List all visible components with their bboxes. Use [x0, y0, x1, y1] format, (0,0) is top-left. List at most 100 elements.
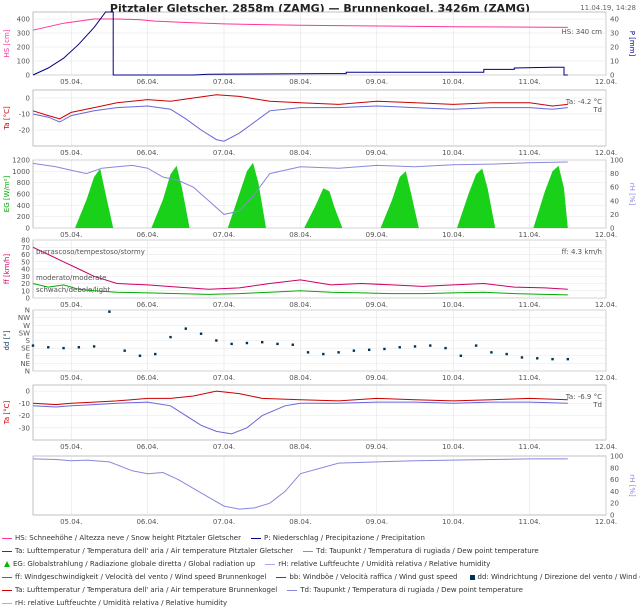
legend-row: HS: Schneehöhe / Altezza neve / Snow hei…: [2, 534, 435, 542]
y-right-tick-label: 20: [610, 500, 619, 508]
y-tick-label: -10: [19, 111, 30, 119]
x-tick-label: 05.04.: [60, 443, 82, 451]
legend-text: Ta: Lufttemperatur / Temperatura dell' a…: [15, 586, 278, 594]
y-axis-label: EG [W/m²]: [3, 176, 11, 213]
wind-direction-point: [444, 346, 447, 350]
wind-direction-point: [291, 343, 294, 346]
wind-direction-point: [306, 351, 310, 354]
legend-text: Td: Taupunkt / Temperatura di rugiada / …: [300, 586, 523, 594]
legend-line-swatch: [2, 576, 12, 578]
y-tick-label: -20: [19, 412, 30, 420]
x-tick-label: 06.04.: [136, 231, 158, 239]
series-line-HS: [32, 18, 568, 31]
legend-item: Ta: Lufttemperatur / Temperatura dell' a…: [2, 586, 277, 594]
y-tick-label: NE: [20, 360, 30, 368]
x-tick-label: 12.04.: [595, 374, 617, 382]
y-tick-label: 400: [17, 16, 30, 24]
x-tick-label: 06.04.: [136, 78, 158, 86]
y-tick-label: 0: [26, 72, 30, 80]
x-tick-label: 12.04.: [595, 518, 617, 526]
x-tick-label: 08.04.: [289, 374, 311, 382]
legend-row: Ta: Lufttemperatur / Temperatura dell' a…: [2, 547, 549, 555]
wind-direction-point: [490, 351, 493, 354]
wind-direction-point: [230, 342, 233, 346]
wind-direction-point: [199, 332, 203, 335]
wind-scale-annotation: burrascoso/tempestoso/stormy: [36, 248, 145, 256]
legend-square-swatch: [469, 574, 475, 580]
x-tick-label: 11.04.: [518, 518, 540, 526]
legend-item: ff: Windgeschwindigkeit / Velocità del v…: [2, 573, 266, 581]
legend-text: Ta: Lufttemperatur / Temperatura dell' a…: [15, 547, 294, 555]
current-value-label: ff: 4.3 km/h: [562, 248, 602, 256]
y-tick-label: 200: [17, 44, 30, 52]
y-tick-label: SE: [21, 345, 30, 353]
legend-text: HS: Schneehöhe / Altezza neve / Snow hei…: [15, 534, 241, 542]
y-tick-label: 40: [21, 266, 30, 274]
wind-direction-point: [123, 349, 126, 352]
x-tick-label: 09.04.: [366, 78, 388, 86]
x-tick-label: 07.04.: [213, 78, 235, 86]
series-line-P: [32, 11, 568, 76]
legend-item: P: Niederschlag / Precipitazione / Preci…: [251, 534, 425, 542]
legend-item: rH: relative Luftfeuchte / Umidità relat…: [2, 599, 227, 607]
y-right-tick-label: 20: [610, 211, 619, 219]
series-line-Td: [32, 401, 568, 435]
x-tick-label: 09.04.: [366, 518, 388, 526]
timestamp: 11.04.19, 14:28: [580, 4, 636, 12]
y-tick-label: E: [26, 352, 30, 360]
wind-direction-point: [245, 341, 249, 345]
y-right-tick-label: 40: [610, 16, 619, 24]
x-tick-label: 10.04.: [442, 301, 464, 309]
y-axis-label: dd [°]: [3, 330, 11, 350]
y-tick-label: S: [26, 337, 31, 345]
y-tick-label: 100: [17, 58, 30, 66]
y-axis-label-right: P [mm]: [628, 31, 636, 57]
legend-line-swatch: [251, 537, 261, 539]
x-tick-label: 09.04.: [366, 443, 388, 451]
y-tick-label: 300: [17, 30, 30, 38]
wind-direction-point: [215, 339, 218, 342]
y-tick-label: 50: [21, 258, 30, 266]
legend-item: bb: Windböe / Velocità raffica / Wind gu…: [276, 573, 458, 581]
x-tick-label: 07.04.: [213, 374, 235, 382]
plot-area-5: [32, 384, 607, 441]
x-tick-label: 08.04.: [289, 78, 311, 86]
series-line-rH: [32, 161, 568, 215]
y-right-tick-label: 10: [610, 58, 619, 66]
legend-text: rH: relative Luftfeuchte / Umidità relat…: [15, 599, 228, 607]
legend-line-swatch: [2, 550, 12, 552]
wind-direction-point: [47, 346, 50, 349]
wind-direction-point: [92, 345, 96, 348]
wind-direction-point: [505, 352, 508, 356]
x-tick-label: 10.04.: [442, 518, 464, 526]
series-line-Ta: [32, 94, 568, 120]
legend-row: EG: Globalstrahlung / Radiazione globale…: [2, 560, 500, 568]
y-axis-label: ff [km/h]: [3, 254, 11, 284]
wind-direction-point: [413, 345, 417, 348]
plot-area-1: [32, 89, 607, 147]
y-tick-label: SW: [19, 329, 30, 337]
y-tick-label: 20: [21, 280, 30, 288]
legend-line-swatch: [276, 576, 287, 578]
x-tick-label: 10.04.: [442, 78, 464, 86]
legend-item: Td: Taupunkt / Temperatura di rugiada / …: [287, 586, 523, 594]
series-line-Td: [32, 105, 568, 142]
current-value-label: HS: 340 cm: [561, 28, 602, 36]
current-value-label-td: Td: [592, 401, 602, 409]
wind-direction-point: [154, 352, 157, 356]
x-tick-label: 07.04.: [213, 518, 235, 526]
x-tick-label: 06.04.: [136, 149, 158, 157]
wind-direction-point: [62, 346, 65, 350]
y-right-tick-label: 80: [610, 170, 619, 178]
x-tick-label: 06.04.: [136, 518, 158, 526]
x-tick-label: 11.04.: [518, 78, 540, 86]
y-tick-label: -30: [19, 424, 30, 432]
y-right-tick-label: 40: [610, 488, 619, 496]
y-tick-label: N: [25, 368, 30, 376]
x-tick-label: 11.04.: [518, 231, 540, 239]
x-tick-label: 08.04.: [289, 518, 311, 526]
y-right-tick-label: 60: [610, 476, 619, 484]
legend-triangle-swatch: [4, 561, 10, 567]
legend-text: dd: Windrichtung / Direzione del vento /…: [477, 573, 640, 581]
legend-text: EG: Globalstrahlung / Radiazione globale…: [13, 560, 256, 568]
